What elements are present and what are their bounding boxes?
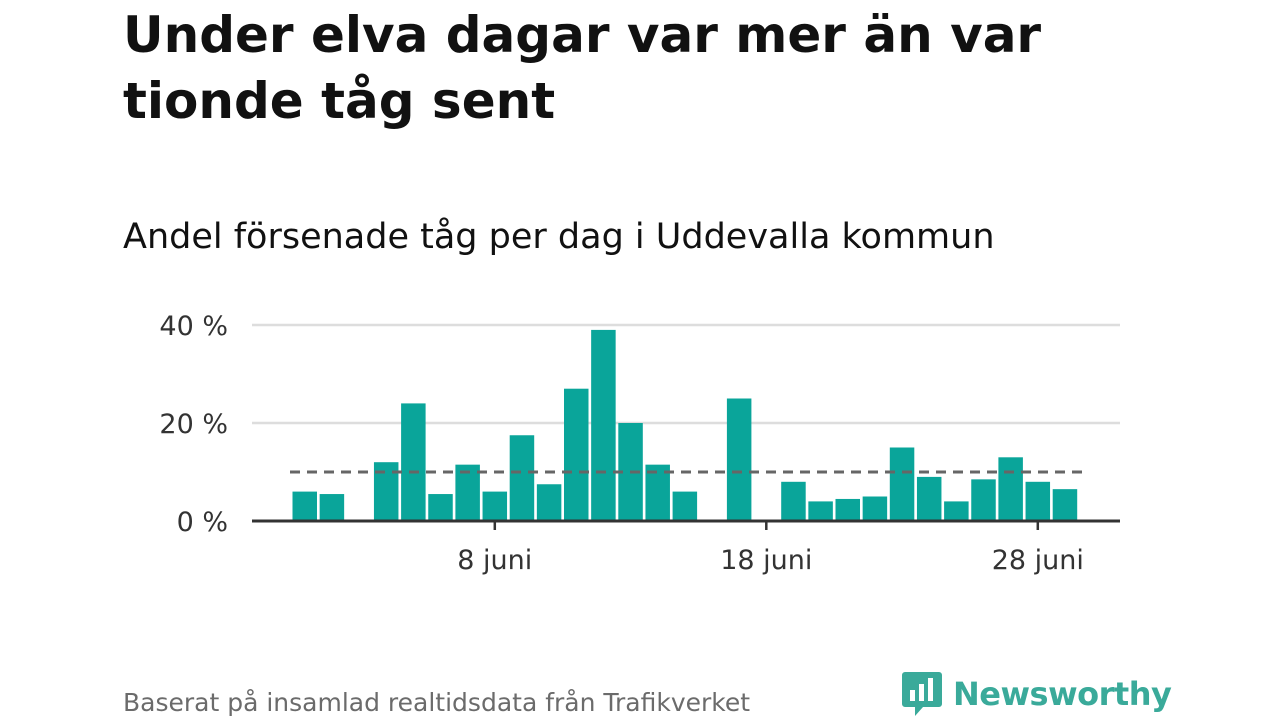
bar-day-29 xyxy=(1052,489,1078,521)
y-tick-label: 20 % xyxy=(159,409,228,440)
source-footer: Baserat på insamlad realtidsdata från Tr… xyxy=(123,688,751,717)
bar-day-15 xyxy=(672,491,698,521)
bar-day-20 xyxy=(808,501,833,521)
bar-day-5 xyxy=(401,403,426,521)
bars xyxy=(292,329,1078,521)
x-tick-label: 28 juni xyxy=(992,545,1084,576)
y-tick-labels: 0 % 20 % 40 % xyxy=(159,311,228,538)
grid-lines xyxy=(252,323,1120,425)
y-tick-label: 0 % xyxy=(177,507,228,538)
bar-day-2 xyxy=(319,494,345,521)
bar-day-17 xyxy=(726,398,752,521)
bar-day-21 xyxy=(835,498,860,521)
newsworthy-logo-text: Newsworthy xyxy=(953,675,1172,713)
bar-day-14 xyxy=(645,464,670,521)
bar-day-8 xyxy=(482,491,508,521)
chart-subtitle: Andel försenade tåg per dag i Uddevalla … xyxy=(123,217,995,257)
newsworthy-logo: Newsworthy xyxy=(901,670,1172,718)
chart-title: Under elva dagar var mer än var tionde t… xyxy=(123,6,1042,130)
bar-day-24 xyxy=(916,476,942,521)
bar-day-28 xyxy=(1025,481,1051,521)
x-tick-label: 18 juni xyxy=(720,545,812,576)
bar-day-1 xyxy=(292,491,317,521)
bar-day-22 xyxy=(862,496,888,521)
x-tick-label: 8 juni xyxy=(457,545,532,576)
axes xyxy=(252,519,1120,530)
bar-day-19 xyxy=(781,481,806,521)
bar-day-7 xyxy=(455,464,480,521)
bar-day-12 xyxy=(591,329,616,521)
newsworthy-logo-icon xyxy=(902,672,942,716)
bar-day-11 xyxy=(564,388,589,521)
bar-day-6 xyxy=(428,494,453,521)
bar-day-26 xyxy=(971,479,996,521)
y-tick-label: 40 % xyxy=(159,311,228,342)
bar-day-10 xyxy=(536,484,562,521)
bar-day-23 xyxy=(889,447,915,521)
x-tick-labels: 8 juni 18 juni 28 juni xyxy=(457,545,1084,576)
bar-day-25 xyxy=(944,501,969,521)
bar-day-27 xyxy=(998,457,1023,521)
bar-day-9 xyxy=(509,435,535,521)
